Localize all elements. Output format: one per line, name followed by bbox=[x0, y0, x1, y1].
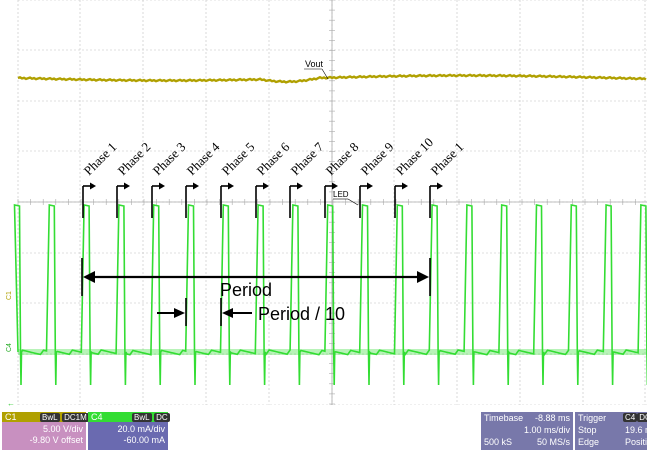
phase-label-2: Phase 2 bbox=[115, 139, 154, 178]
phase-label-10: Phase 10 bbox=[393, 135, 437, 179]
vout-waveform bbox=[17, 73, 647, 84]
phase-arrow-icon bbox=[402, 182, 408, 190]
timebase-delay: -8.88 ms bbox=[534, 413, 570, 423]
c4-offset: -60.00 mA bbox=[123, 435, 165, 445]
c4-side-marker: C4 bbox=[6, 343, 13, 352]
phase-label-9: Phase 9 bbox=[358, 139, 397, 178]
phase-arrow-icon bbox=[124, 182, 130, 190]
phase-arrow-icon bbox=[263, 182, 269, 190]
timebase-panel[interactable]: Timebase -8.88 ms 1.00 ms/div 500 kS 50 … bbox=[481, 412, 573, 450]
timebase-title: Timebase bbox=[484, 413, 524, 423]
phase-arrow-icon bbox=[159, 182, 165, 190]
phase-label-6: Phase 6 bbox=[254, 139, 293, 178]
trigger-title: Trigger bbox=[578, 413, 607, 423]
led-waveform bbox=[13, 204, 647, 386]
phase-label-5: Phase 5 bbox=[219, 139, 258, 178]
c4-vdiv: 20.0 mA/div bbox=[117, 424, 165, 434]
ground-marker-icon: ← bbox=[7, 399, 15, 408]
status-bar: C1 BwL DC1M 5.00 V/div -9.80 V offset C4… bbox=[0, 399, 647, 450]
c1-bwl-tag: BwL bbox=[40, 413, 60, 422]
trigger-channel-tag: C4 bbox=[623, 413, 638, 422]
timebase-tdiv: 1.00 ms/div bbox=[523, 425, 570, 435]
c4-channel-panel[interactable]: C4 BwL DC 20.0 mA/div -60.00 mA bbox=[88, 412, 170, 450]
c4-header: C4 BwL DC bbox=[88, 412, 170, 422]
led-label: LED bbox=[333, 190, 349, 199]
phase-arrow-icon bbox=[193, 182, 199, 190]
c4-bwl-tag: BwL bbox=[132, 413, 152, 422]
c1-header: C1 BwL DC1M bbox=[2, 412, 89, 422]
c1-channel-panel[interactable]: C1 BwL DC1M 5.00 V/div -9.80 V offset bbox=[2, 412, 89, 450]
ch1-vout-trace bbox=[17, 73, 647, 84]
trigger-mode: Stop bbox=[578, 425, 597, 435]
trigger-level: 19.6 m bbox=[625, 425, 647, 435]
c1-side-marker: C1 bbox=[6, 291, 13, 300]
c1-name: C1 bbox=[5, 412, 17, 422]
phase-label-7: Phase 7 bbox=[288, 139, 327, 178]
c1-coupling-tag: DC1M bbox=[62, 413, 89, 422]
vout-label: Vout bbox=[305, 59, 324, 69]
period-div-label: Period / 10 bbox=[258, 304, 345, 324]
phase-label-1: Phase 1 bbox=[81, 139, 120, 178]
trigger-panel[interactable]: Trigger C4DC Stop 19.6 m Edge Positiv bbox=[575, 412, 647, 450]
phase-label-3: Phase 3 bbox=[150, 139, 189, 178]
timebase-rate: 50 MS/s bbox=[536, 437, 570, 447]
timebase-samples: 500 kS bbox=[484, 437, 513, 447]
phase-arrow-icon bbox=[297, 182, 303, 190]
oscilloscope-display: Phase 1 Phase 2 Phase 3 Phase 4 Phase 5 Phase… bbox=[6, 0, 647, 406]
phase-arrow-icon bbox=[228, 182, 234, 190]
c1-vdiv: 5.00 V/div bbox=[42, 424, 83, 434]
trigger-slope: Positiv bbox=[625, 437, 647, 447]
phase-label-8: Phase 8 bbox=[323, 139, 362, 178]
c1-offset: -9.80 V offset bbox=[29, 435, 83, 445]
period-label: Period bbox=[220, 280, 272, 300]
phase-arrow-icon bbox=[437, 182, 443, 190]
phase-arrow-icon bbox=[367, 182, 373, 190]
trigger-type: Edge bbox=[578, 437, 600, 447]
graticule-grid bbox=[17, 0, 647, 406]
c4-coupling-tag: DC bbox=[154, 413, 170, 422]
phase-label-4: Phase 4 bbox=[184, 139, 223, 178]
ch4-led-trace bbox=[13, 204, 647, 386]
trigger-coupling-tag: DC bbox=[637, 413, 647, 422]
c4-name: C4 bbox=[91, 412, 103, 422]
phase-arrow-icon bbox=[90, 182, 96, 190]
phase-arrow-icon bbox=[332, 182, 338, 190]
